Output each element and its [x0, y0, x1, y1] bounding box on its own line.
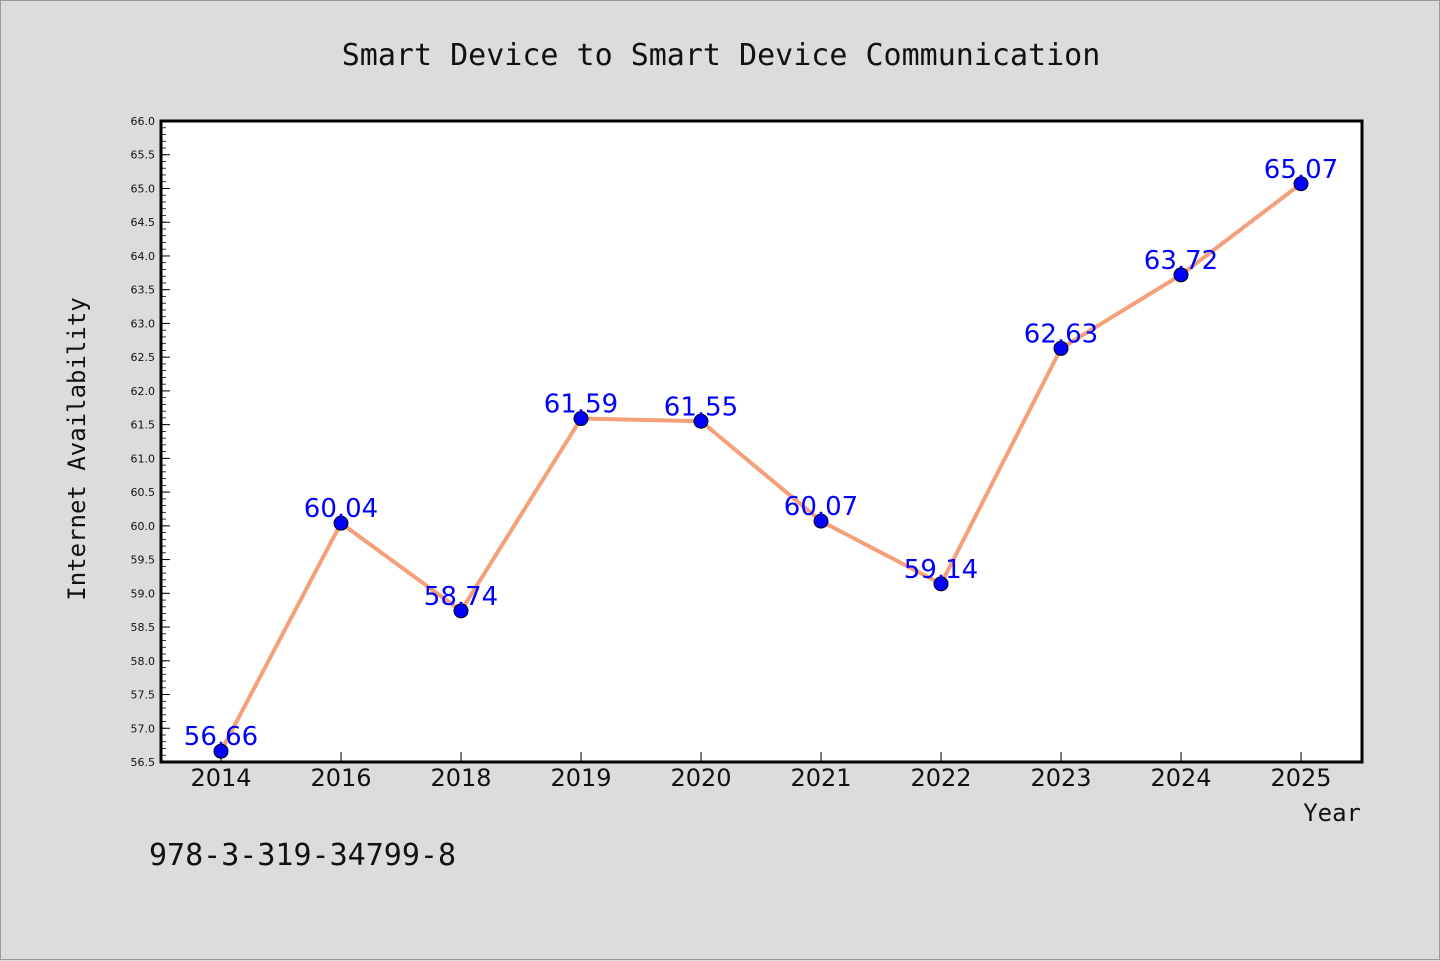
y-tick-label: 60.0	[131, 520, 156, 533]
y-axis-ticks: 56.5 57.0 57.5 58.0 58.5 59.0 59.5 60.0 60.5 61.0…	[131, 115, 170, 769]
x-tick-label: 2024	[1150, 764, 1211, 792]
data-point-marker	[213, 743, 229, 759]
data-point-label: 61.55	[664, 392, 738, 422]
footer-isbn-text: 978-3-319-34799-8	[149, 838, 456, 873]
chart-title: Smart Device to Smart Device Communicati…	[342, 38, 1101, 73]
x-tick-label: 2018	[430, 764, 491, 792]
plot-frame	[159, 119, 1364, 764]
y-tick-label: 57.5	[131, 689, 156, 702]
y-tick-label: 59.0	[131, 587, 156, 600]
data-point-label: 60.07	[784, 492, 858, 522]
y-axis-label: Internet Availability	[63, 297, 91, 600]
y-tick-label: 56.5	[131, 756, 156, 769]
data-point-label: 59.14	[904, 555, 978, 585]
data-point-label: 61.59	[544, 390, 618, 420]
y-tick-label: 65.0	[131, 182, 156, 195]
data-point-label: 56.66	[184, 722, 258, 752]
x-axis-label: Year	[1303, 799, 1361, 827]
data-markers	[213, 176, 1309, 759]
data-point-label: 58.74	[424, 582, 498, 612]
x-axis-ticks: 2014 2016 2018 2019 2020 2021 2022 2023 2024 2025	[190, 752, 1332, 792]
data-point-label: 60.04	[304, 494, 378, 524]
y-tick-label: 59.5	[131, 554, 156, 567]
series-line-group	[219, 182, 1303, 753]
x-tick-label: 2020	[670, 764, 731, 792]
y-tick-label: 62.0	[131, 385, 156, 398]
y-tick-label: 64.5	[131, 216, 156, 229]
y-tick-label: 65.5	[131, 149, 156, 162]
data-point-marker	[333, 515, 349, 531]
x-tick-label: 2022	[910, 764, 971, 792]
data-point-label: 62.63	[1024, 319, 1098, 349]
data-point-marker	[1053, 340, 1069, 356]
y-tick-label: 61.0	[131, 452, 156, 465]
y-tick-label: 62.5	[131, 351, 156, 364]
data-point-label: 63.72	[1144, 246, 1218, 276]
data-point-marker	[1293, 176, 1309, 192]
y-tick-label: 66.0	[131, 115, 156, 128]
x-tick-label: 2021	[790, 764, 851, 792]
y-tick-label: 61.5	[131, 419, 156, 432]
y-tick-label: 63.5	[131, 284, 156, 297]
x-tick-label: 2023	[1030, 764, 1091, 792]
x-tick-label: 2016	[310, 764, 371, 792]
y-tick-label: 64.0	[131, 250, 156, 263]
data-labels: 56.66 60.04 58.74 61.59 61.55 60.07 59.14 62.63…	[184, 155, 1338, 752]
y-tick-label: 58.0	[131, 655, 156, 668]
y-tick-label: 63.0	[131, 317, 156, 330]
data-point-marker	[453, 603, 469, 619]
data-point-label: 65.07	[1264, 155, 1338, 185]
x-tick-label: 2025	[1270, 764, 1331, 792]
data-point-marker	[693, 413, 709, 429]
y-tick-label: 57.0	[131, 722, 156, 735]
x-tick-label: 2014	[190, 764, 251, 792]
y-tick-label: 60.5	[131, 486, 156, 499]
data-point-marker	[1173, 267, 1189, 283]
y-tick-label: 58.5	[131, 621, 156, 634]
x-tick-label: 2019	[550, 764, 611, 792]
data-point-marker	[933, 576, 949, 592]
plot-area	[161, 121, 1362, 762]
data-point-marker	[573, 411, 589, 427]
data-point-marker	[813, 513, 829, 529]
series-line	[219, 182, 1303, 753]
